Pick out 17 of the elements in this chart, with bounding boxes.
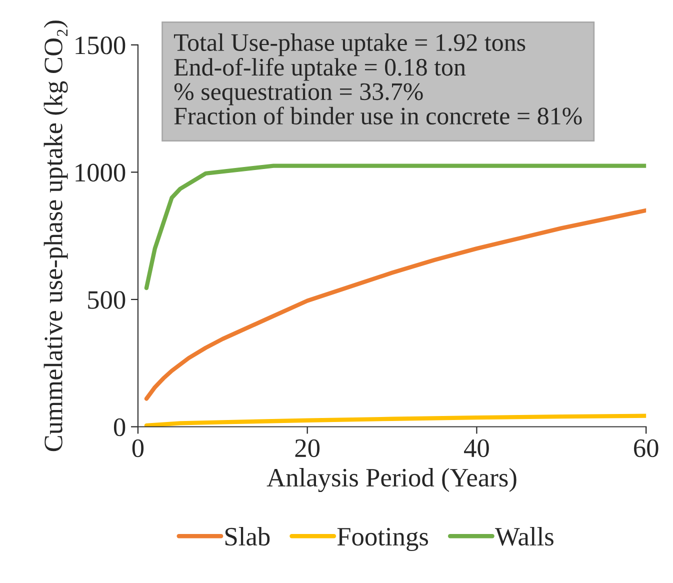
y-tick-label: 1000 xyxy=(76,164,126,182)
x-tick-label: 0 xyxy=(132,439,144,458)
x-tick-label: 60 xyxy=(634,439,658,458)
line-series xyxy=(144,414,646,427)
line-series xyxy=(144,164,646,290)
x-tick-label: 20 xyxy=(295,439,320,458)
y-tick-label: 500 xyxy=(88,291,126,309)
x-tick-label: 40 xyxy=(464,439,489,458)
y-tick-label: 1500 xyxy=(76,36,126,54)
y-tick-label: 0 xyxy=(114,418,126,436)
x-axis-title: Anlaysis Period (Years) xyxy=(266,468,516,492)
legend-label: Footings xyxy=(337,528,428,552)
y-axis-title: Cummelative use-phase uptake (kg CO₂) xyxy=(44,20,68,452)
annotation: Total Use-phase uptake = 1.92 tons End-of-life uptake = 0.18 ton % sequestration = 33.7% Fraction of binder use in concrete = 81% xyxy=(174,33,582,125)
legend-label: Walls xyxy=(494,527,554,546)
line-series xyxy=(144,208,646,401)
legend-label: Slab xyxy=(225,527,270,546)
